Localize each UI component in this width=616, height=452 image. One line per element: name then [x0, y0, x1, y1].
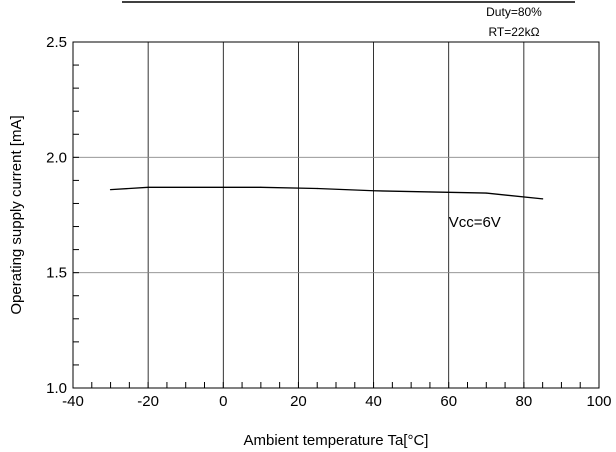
y-tick-label: 2.5	[46, 34, 67, 51]
y-axis-title: Operating supply current [mA]	[8, 115, 25, 314]
y-tick-label: 1.5	[46, 265, 67, 282]
series-point	[260, 186, 262, 188]
x-tick-label: 0	[219, 393, 227, 410]
x-tick-labels: -40 -20 0 20 40 60 80 100	[62, 393, 611, 410]
series-point	[316, 187, 318, 190]
plot-area	[72, 41, 600, 389]
x-axis-title: Ambient temperature Ta[°C]	[244, 432, 429, 449]
x-tick-label: 40	[365, 393, 382, 410]
series-point	[147, 186, 149, 188]
series-point	[109, 189, 112, 191]
x-tick-label: -20	[137, 393, 159, 410]
minor-ticks	[72, 41, 600, 389]
series-point	[542, 198, 544, 200]
x-tick-label: 60	[440, 393, 457, 410]
x-tick-label: 100	[586, 393, 611, 410]
series-label: Vcc=6V	[449, 214, 501, 231]
rt-note: RT=22kΩ	[488, 25, 539, 39]
x-tick-label: 80	[516, 393, 533, 410]
series-line	[110, 186, 543, 200]
y-tick-label: 2.0	[46, 149, 67, 166]
series-point	[429, 191, 431, 193]
duty-note: Duty=80%	[486, 5, 542, 19]
x-tick-label: 20	[290, 393, 307, 410]
y-tick-labels: 1.0 1.5 2.0 2.5	[46, 34, 67, 397]
grid	[73, 42, 599, 388]
x-tick-label: -40	[62, 393, 84, 410]
y-tick-label: 1.0	[46, 380, 67, 397]
series-layer: Vcc=6V	[109, 186, 544, 231]
series-point	[372, 190, 375, 192]
series-point	[485, 192, 487, 194]
series-point	[222, 186, 224, 188]
